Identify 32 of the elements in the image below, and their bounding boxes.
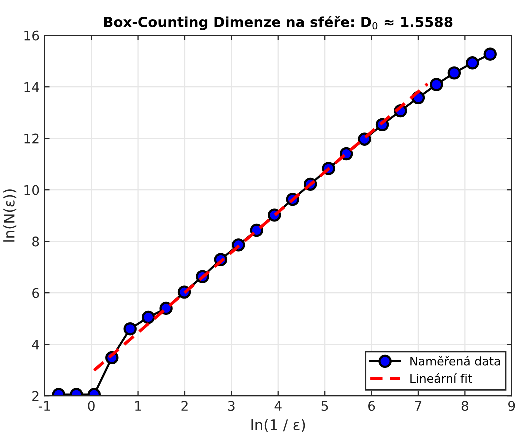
y-tick-label: 10 (24, 185, 40, 196)
legend-label: Lineární fit (410, 374, 472, 384)
x-axis-title: ln(1 / ε) (252, 419, 306, 432)
y-tick-label: 8 (32, 236, 40, 247)
y-tick-label: 4 (32, 340, 40, 350)
point (142, 310, 156, 324)
y-tick-label: 16 (24, 30, 40, 41)
y-tick-label: 14 (24, 82, 40, 92)
point (430, 78, 444, 92)
y-tick-label: 2 (32, 391, 39, 402)
x-tick-label: -1 (38, 401, 50, 411)
y-tick-label: 12 (24, 134, 39, 144)
point (124, 322, 137, 336)
legend-label: Naměřená data (410, 356, 500, 366)
x-tick-label: 6 (368, 401, 376, 412)
point (448, 66, 462, 80)
chart-title: Box-Counting Dimenze na sféře: D$_{0}$ ≈ 1.5588 (104, 16, 453, 30)
x-tick-label: 3 (228, 401, 235, 412)
point (484, 48, 497, 61)
point (466, 56, 480, 70)
x-tick-label: 5 (322, 401, 328, 412)
x-tick-label: 4 (274, 401, 282, 411)
x-tick-label: 7 (415, 401, 422, 411)
x-tick-label: 1 (136, 401, 142, 411)
x-tick-label: 9 (508, 401, 516, 412)
x-tick-label: 2 (182, 401, 188, 411)
y-tick-label: 6 (32, 288, 40, 298)
point (250, 224, 264, 238)
x-tick-label: 0 (88, 401, 95, 412)
point (160, 302, 173, 316)
x-tick-label: 8 (462, 401, 468, 412)
y-axis-title: ln(N(ε)) (4, 190, 17, 242)
